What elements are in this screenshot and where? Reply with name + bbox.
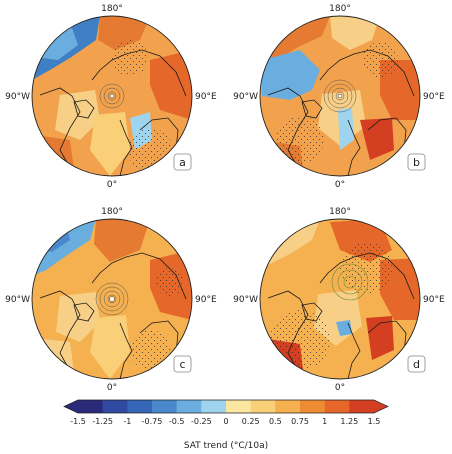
colorbar-cell — [250, 400, 276, 413]
panel-c-lon-bottom: 0° — [107, 383, 117, 393]
panel-b: 180° 90°W 90°E 0° b — [233, 4, 445, 190]
colorbar-outline — [63, 399, 389, 414]
panel-d-lon-left: 90°W — [233, 295, 258, 305]
colorbar-cell — [102, 400, 128, 413]
colorbar-cell — [78, 400, 103, 413]
colorbar-tick-label: 0.5 — [269, 417, 282, 426]
panel-c: 180° 90°W 90°E 0° c — [5, 207, 217, 393]
panel-d: 180° 90°W 90°E 0° d — [233, 207, 445, 393]
panel-c-label: c — [179, 358, 185, 371]
panel-d-lon-top: 180° — [329, 207, 351, 217]
colorbar-tick-label: 0 — [223, 417, 228, 426]
colorbar-title: SAT trend (°C/10a) — [184, 441, 268, 451]
colorbar-tick-label: 1.25 — [340, 417, 358, 426]
colorbar-max-arrow — [374, 400, 388, 413]
panel-a-lon-top: 180° — [101, 4, 123, 14]
colorbar-cell — [127, 400, 153, 413]
panel-a-lon-labels: 180° 90°W 90°E 0° — [5, 4, 217, 190]
panel-b-lon-top: 180° — [329, 4, 351, 14]
colorbar-tick-label: 1 — [322, 417, 327, 426]
panel-d-lon-right: 90°E — [423, 295, 445, 305]
colorbar-tick-label: -1.25 — [92, 417, 113, 426]
panel-c-lon-right: 90°E — [195, 295, 217, 305]
colorbar-tick-label: -1.5 — [70, 417, 86, 426]
panel-a-lon-left: 90°W — [5, 92, 30, 102]
colorbar-tick-label: -0.25 — [191, 417, 212, 426]
colorbar-cell — [324, 400, 350, 413]
colorbar-min-arrow — [64, 400, 78, 413]
panel-b-pole-contours — [323, 79, 357, 113]
panel-b-label: b — [413, 156, 420, 169]
panel-d-label: d — [413, 358, 420, 371]
panel-b-lon-right: 90°E — [423, 92, 445, 102]
panel-a-lon-bottom: 0° — [107, 180, 117, 190]
colorbar-tick-label: -0.5 — [169, 417, 185, 426]
panel-d-lon-bottom: 0° — [335, 383, 345, 393]
panel-b-lon-left: 90°W — [233, 92, 258, 102]
panel-c-lon-left: 90°W — [5, 295, 30, 305]
colorbar: -1.5 -1.25 -1 -0.75 -0.5 -0.25 0 0.25 0.5 0.75 1 1.… — [63, 399, 389, 451]
colorbar-tick-label: 1.5 — [368, 417, 381, 426]
panel-c-lon-top: 180° — [101, 207, 123, 217]
panel-d-map — [260, 219, 420, 379]
colorbar-cell — [176, 400, 202, 413]
colorbar-tick-labels: -1.5 -1.25 -1 -0.75 -0.5 -0.25 0 0.25 0.5 0.75 1 1.… — [70, 417, 380, 426]
colorbar-cell — [201, 400, 227, 413]
colorbar-tick-label: 0.25 — [242, 417, 260, 426]
colorbar-cell — [275, 400, 301, 413]
panel-a-pole-contours — [99, 83, 125, 109]
colorbar-cell — [152, 400, 177, 413]
panel-b-lon-labels: 180° 90°W 90°E 0° — [233, 4, 445, 190]
colorbar-tick-label: 0.75 — [291, 417, 309, 426]
panel-d-lon-labels: 180° 90°W 90°E 0° — [233, 207, 445, 393]
panel-b-map — [260, 16, 420, 176]
colorbar-cell — [349, 400, 375, 413]
colorbar-cells — [63, 399, 389, 414]
panel-c-map — [32, 219, 192, 379]
colorbar-cell — [300, 400, 325, 413]
colorbar-tick-label: -1 — [123, 417, 131, 426]
panel-c-lon-labels: 180° 90°W 90°E 0° — [5, 207, 217, 393]
panel-d-pole-contours — [331, 263, 369, 301]
panel-b-lon-bottom: 0° — [335, 180, 345, 190]
panel-a: 180° 90°W 90°E 0° a — [5, 4, 217, 190]
panel-a-lon-right: 90°E — [195, 92, 217, 102]
panel-a-map — [32, 16, 192, 176]
colorbar-tick-label: -0.75 — [142, 417, 163, 426]
panel-a-label: a — [179, 156, 186, 169]
colorbar-cell — [226, 400, 251, 413]
panel-c-pole-contours — [95, 282, 129, 316]
